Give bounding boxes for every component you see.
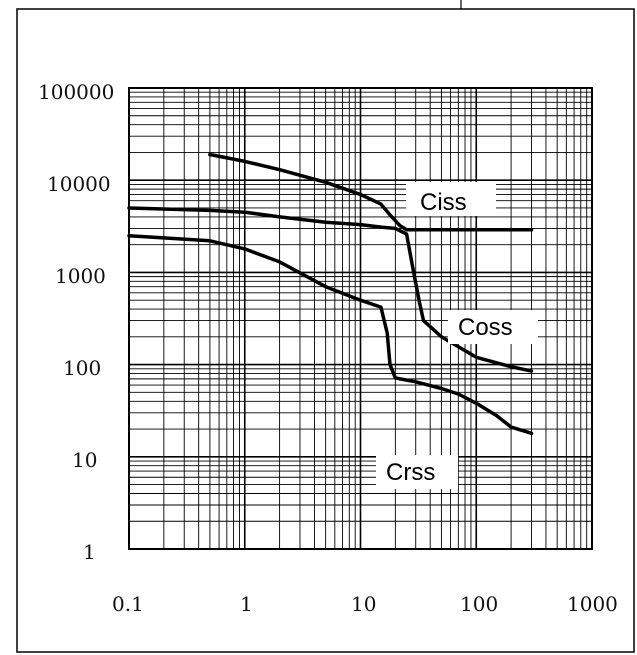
series-line-crss [127,233,534,436]
x-tick-label-10: 10 [351,592,376,616]
series-line-ciss [208,152,534,232]
y-tick-label-100000: 100000 [38,80,114,104]
y-tick-label-10: 10 [72,448,97,472]
y-tick-label-10000: 10000 [47,172,111,196]
x-tick-label-100: 100 [460,592,498,616]
series-label-ciss: Ciss [420,189,467,216]
series-label-crss: Crss [386,459,435,486]
series-curves [127,152,534,436]
figure-border [16,8,635,653]
x-tick-label-1000: 1000 [567,592,618,616]
series-label-coss: Coss [458,314,513,341]
crss-label-bg [376,455,458,489]
coss-label-bg [448,310,538,344]
series-line-coss [127,206,534,373]
x-tick-label-1: 1 [240,592,253,616]
y-tick-label-1000: 1000 [55,264,106,288]
plot-area-border [128,87,593,550]
ciss-label-bg [406,182,496,216]
x-tick-label-0.1: 0.1 [112,592,144,616]
y-tick-label-100: 100 [63,356,101,380]
y-tick-label-1: 1 [83,540,96,564]
